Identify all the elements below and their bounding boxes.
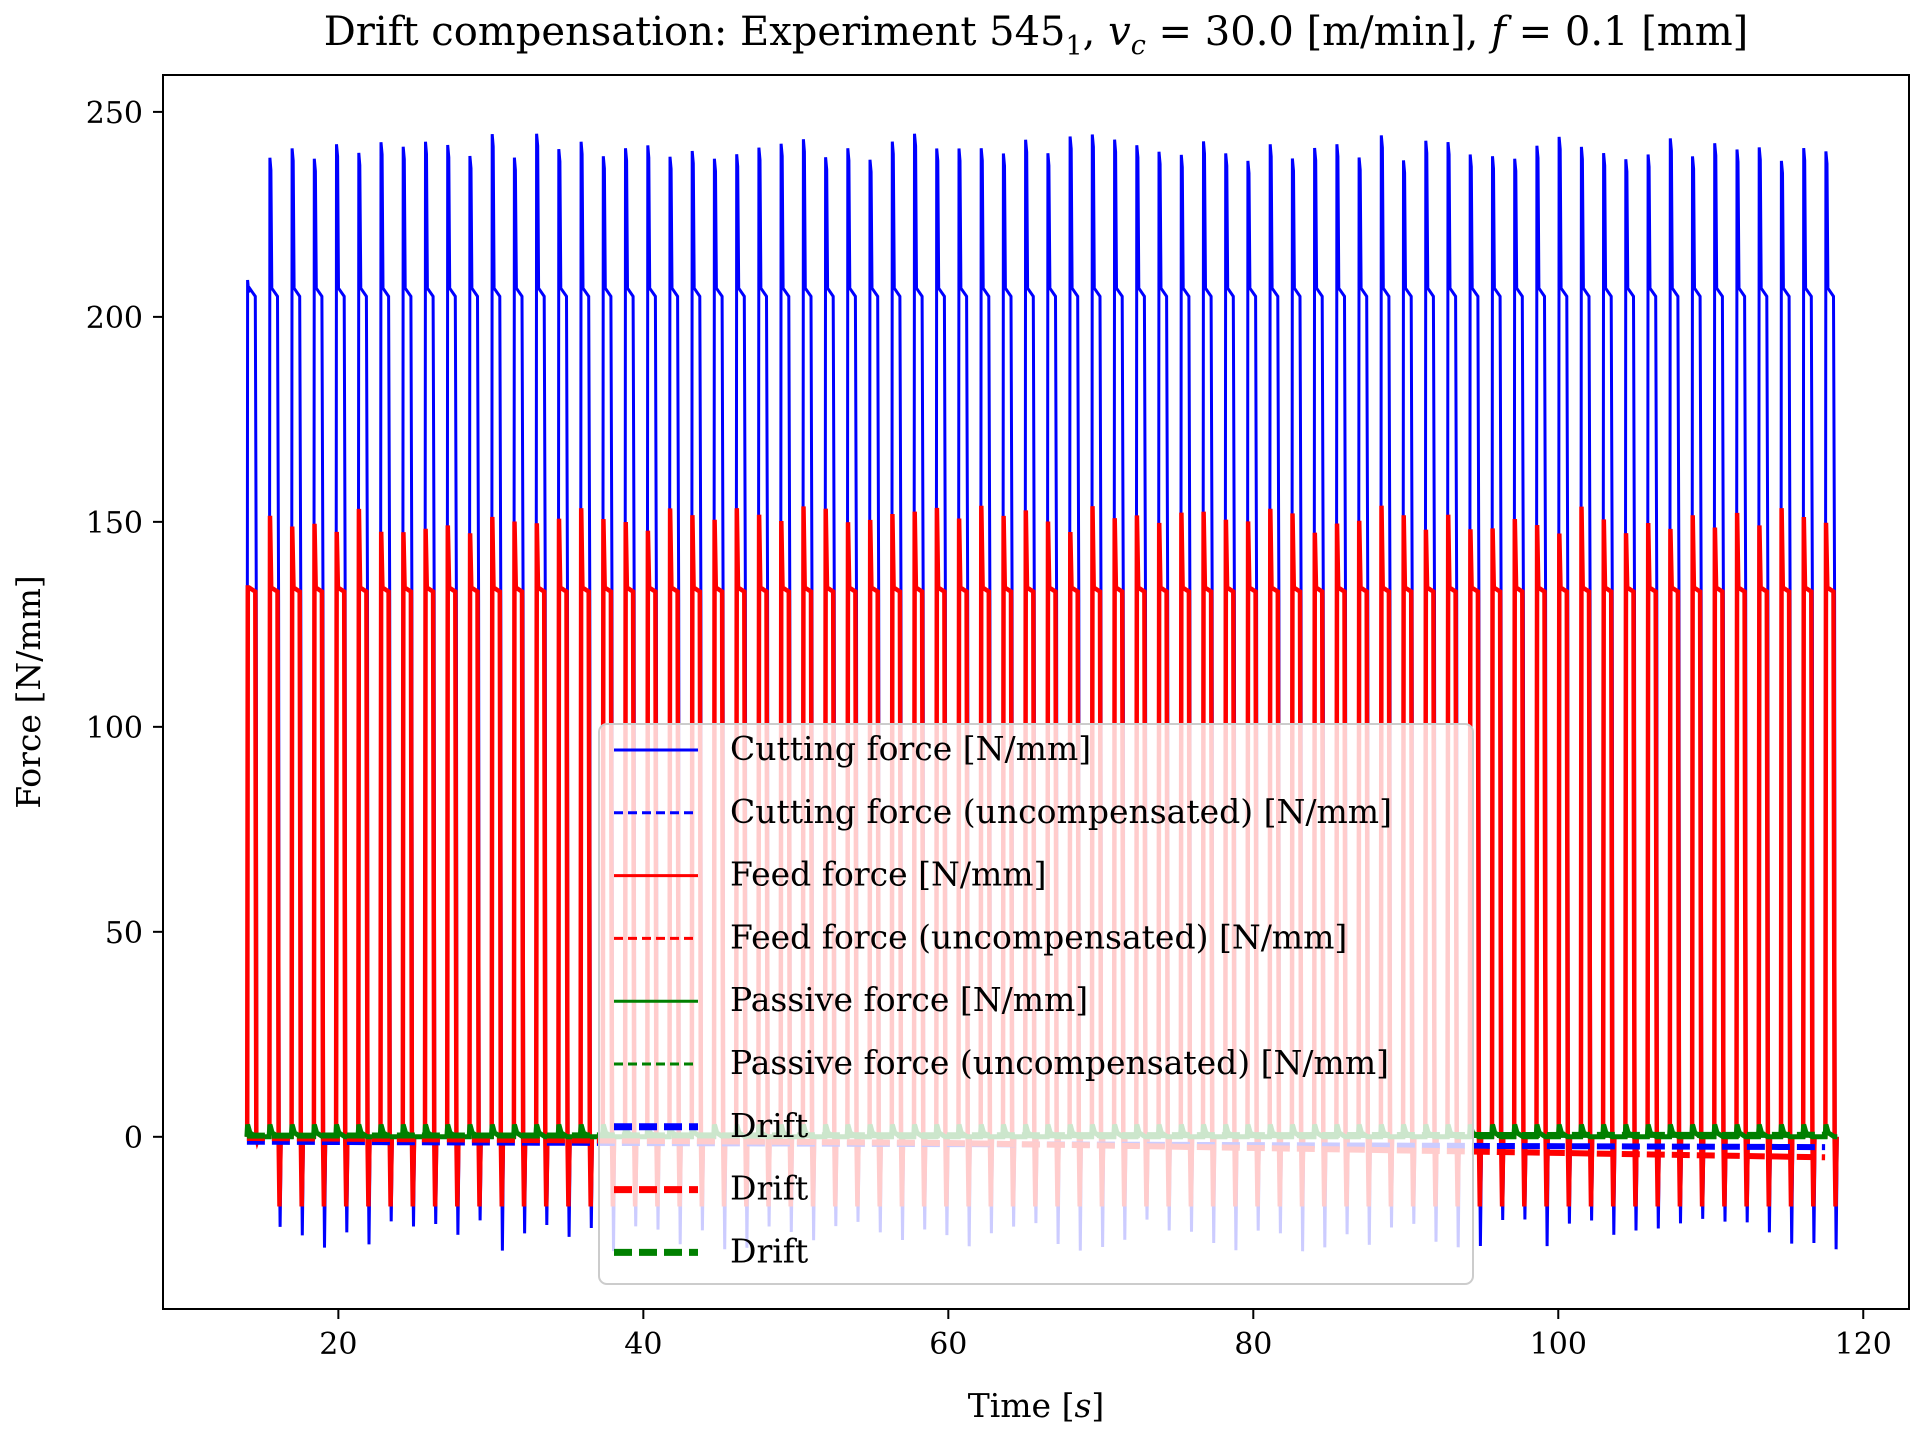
chart-title: Drift compensation: Experiment 5451, vc …: [324, 9, 1749, 62]
x-tick-label: 40: [624, 1327, 662, 1362]
x-tick-label: 100: [1530, 1327, 1587, 1362]
legend-label: Feed force [N/mm]: [730, 855, 1046, 894]
legend-label: Passive force (uncompensated) [N/mm]: [730, 1043, 1389, 1082]
legend-entry: Feed force (uncompensated) [N/mm]: [614, 917, 1347, 956]
legend-entry: Drift: [614, 1106, 808, 1145]
y-tick-label: 200: [86, 301, 143, 336]
axis-ticks: 20 40 60 80 100 120 0 50 100 150 200 250: [86, 96, 1892, 1362]
legend-entry: Cutting force (uncompensated) [N/mm]: [614, 792, 1392, 831]
legend-entry: Drift: [614, 1231, 808, 1270]
x-axis-label: Time [s]: [968, 1386, 1105, 1425]
legend-label: Drift: [730, 1231, 808, 1270]
y-axis-label: Force [N/mm]: [9, 575, 48, 809]
y-tick-label: 150: [86, 506, 143, 541]
legend-box: [598, 723, 1474, 1285]
y-tick-label: 50: [105, 916, 143, 951]
legend-entry: Feed force [N/mm]: [614, 855, 1046, 894]
x-tick-label: 80: [1234, 1327, 1272, 1362]
legend-entry: Passive force (uncompensated) [N/mm]: [614, 1043, 1389, 1082]
legend-label: Drift: [730, 1106, 808, 1145]
axes-frame: [162, 74, 1910, 1310]
legend: Cutting force [N/mm] Cutting force (uncom…: [598, 723, 1474, 1285]
x-tick-label: 20: [319, 1327, 357, 1362]
legend-label: Cutting force [N/mm]: [730, 729, 1091, 768]
legend-label: Cutting force (uncompensated) [N/mm]: [730, 792, 1392, 831]
legend-label: Feed force (uncompensated) [N/mm]: [730, 917, 1347, 956]
legend-entry: Passive force [N/mm]: [614, 980, 1088, 1019]
y-tick-label: 250: [86, 96, 143, 131]
y-tick-label: 100: [86, 711, 143, 746]
x-tick-label: 60: [929, 1327, 967, 1362]
legend-entry: Cutting force [N/mm]: [614, 729, 1091, 768]
legend-label: Drift: [730, 1169, 808, 1208]
legend-entry: Drift: [614, 1169, 808, 1208]
legend-label: Passive force [N/mm]: [730, 980, 1088, 1019]
x-tick-label: 120: [1835, 1327, 1892, 1362]
y-tick-label: 0: [124, 1121, 143, 1156]
